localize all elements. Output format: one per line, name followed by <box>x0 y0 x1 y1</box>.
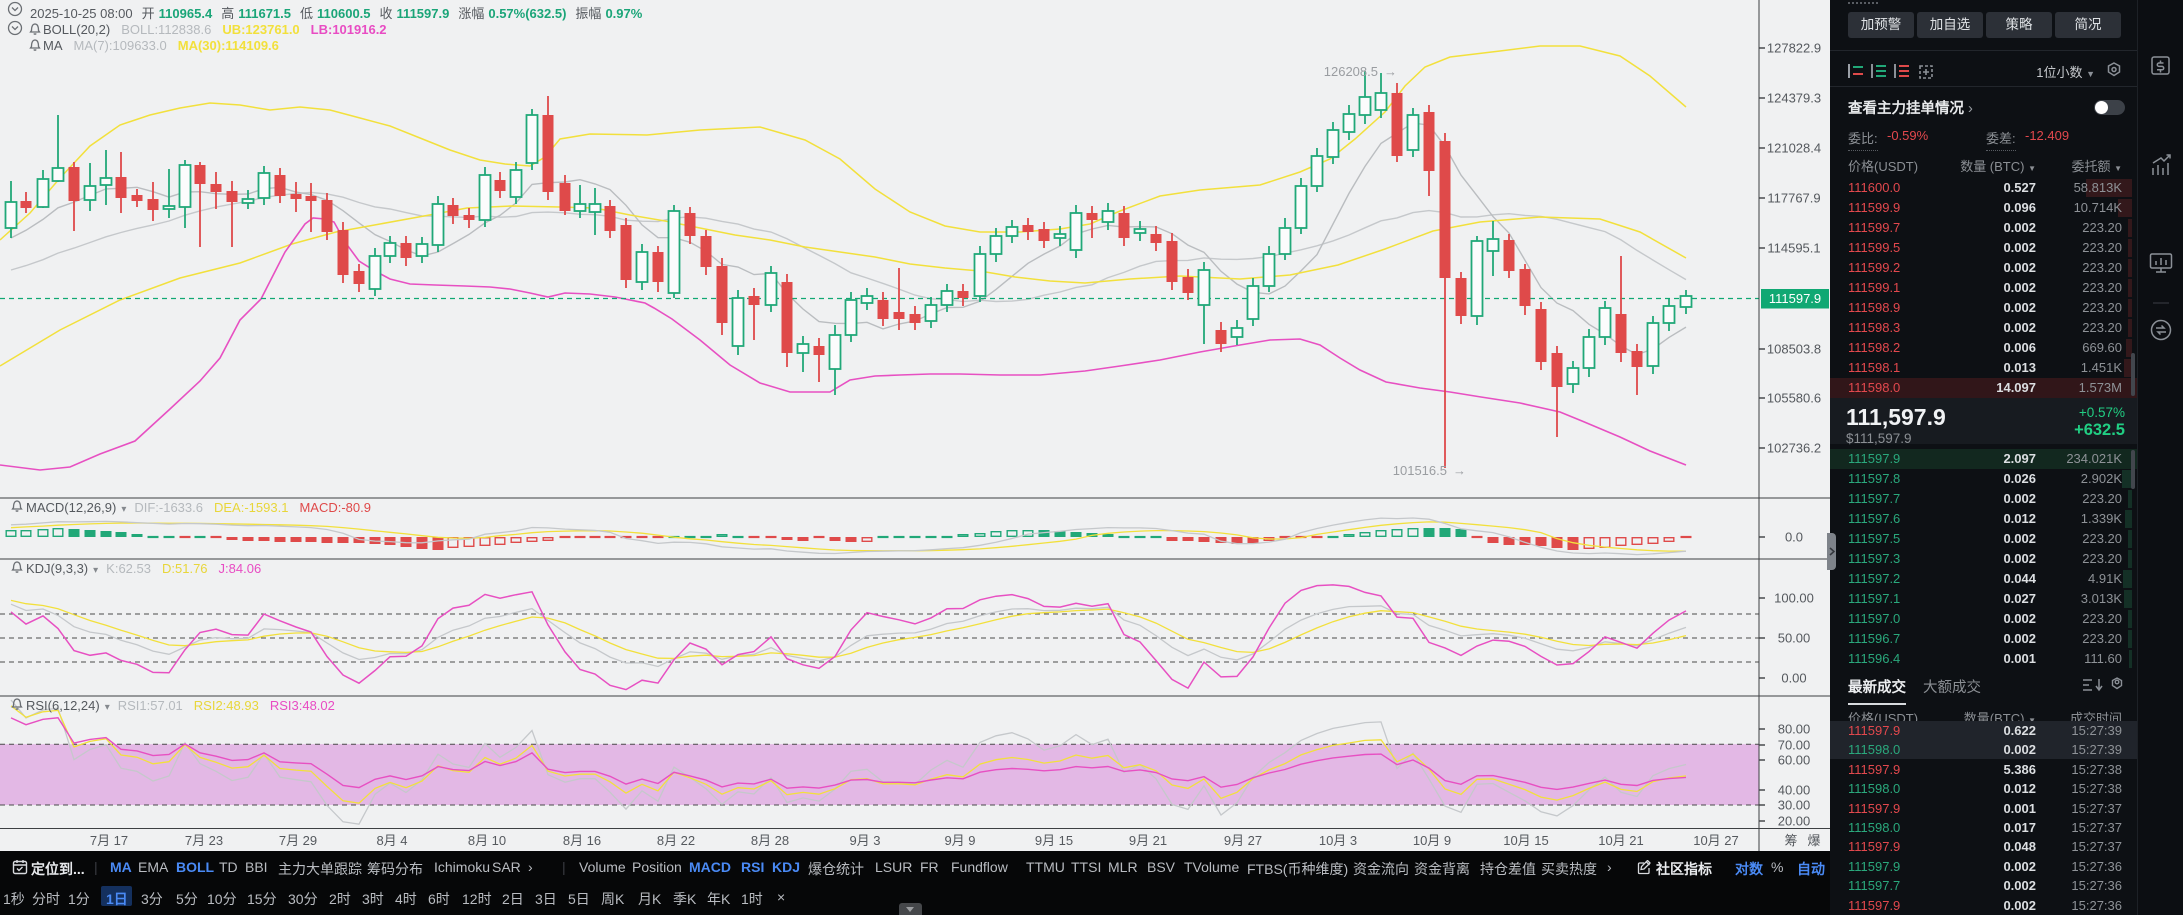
svg-text:9月 9: 9月 9 <box>944 833 975 848</box>
svg-text:8月 10: 8月 10 <box>468 833 506 848</box>
svg-text:8月 4: 8月 4 <box>376 833 407 848</box>
svg-text:117767.9: 117767.9 <box>1767 191 1820 206</box>
svg-text:105580.6: 105580.6 <box>1767 391 1821 406</box>
svg-text:30.00: 30.00 <box>1778 798 1811 813</box>
svg-text:127822.9: 127822.9 <box>1767 41 1821 56</box>
svg-text:10月 15: 10月 15 <box>1503 833 1549 848</box>
svg-text:101516.5: 101516.5 <box>1393 463 1447 478</box>
svg-text:8月 28: 8月 28 <box>751 833 789 848</box>
svg-text:9月 3: 9月 3 <box>849 833 880 848</box>
svg-text:114595.1: 114595.1 <box>1767 241 1820 256</box>
svg-text:9月 27: 9月 27 <box>1224 833 1262 848</box>
svg-text:121028.4: 121028.4 <box>1767 141 1821 156</box>
svg-text:→: → <box>1453 463 1466 478</box>
svg-text:10月 27: 10月 27 <box>1693 833 1739 848</box>
svg-text:筹: 筹 <box>1784 833 1797 848</box>
svg-text:100.00: 100.00 <box>1774 591 1814 606</box>
svg-text:126208.5: 126208.5 <box>1324 64 1378 79</box>
svg-text:7月 29: 7月 29 <box>279 833 317 848</box>
svg-text:→: → <box>1384 64 1397 79</box>
svg-text:50.00: 50.00 <box>1778 631 1811 646</box>
svg-text:0.00: 0.00 <box>1781 671 1806 686</box>
svg-text:60.00: 60.00 <box>1778 753 1811 768</box>
svg-text:9月 21: 9月 21 <box>1129 833 1167 848</box>
svg-text:7月 23: 7月 23 <box>185 833 223 848</box>
svg-text:20.00: 20.00 <box>1778 814 1811 829</box>
svg-text:10月 9: 10月 9 <box>1413 833 1451 848</box>
svg-text:102736.2: 102736.2 <box>1767 441 1821 456</box>
svg-text:爆: 爆 <box>1807 833 1820 848</box>
svg-text:70.00: 70.00 <box>1778 738 1811 753</box>
svg-text:10月 21: 10月 21 <box>1598 833 1644 848</box>
svg-text:7月 17: 7月 17 <box>90 833 128 848</box>
svg-text:9月 15: 9月 15 <box>1035 833 1073 848</box>
svg-text:8月 16: 8月 16 <box>563 833 601 848</box>
svg-text:0.0: 0.0 <box>1785 530 1803 545</box>
svg-text:108503.8: 108503.8 <box>1767 342 1821 357</box>
svg-text:111597.9: 111597.9 <box>1769 291 1821 306</box>
svg-text:124379.3: 124379.3 <box>1767 91 1821 106</box>
svg-text:10月 3: 10月 3 <box>1319 833 1357 848</box>
svg-text:8月 22: 8月 22 <box>657 833 695 848</box>
svg-text:40.00: 40.00 <box>1778 783 1811 798</box>
svg-text:80.00: 80.00 <box>1778 722 1811 737</box>
